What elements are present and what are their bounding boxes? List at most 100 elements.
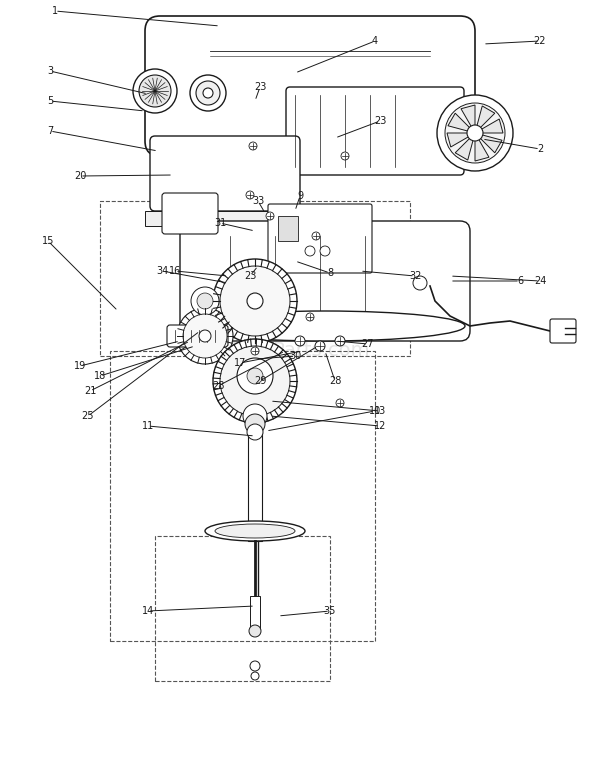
Text: 24: 24: [534, 276, 546, 286]
Text: 34: 34: [156, 266, 168, 276]
Circle shape: [237, 358, 273, 394]
Text: 20: 20: [74, 171, 86, 181]
FancyBboxPatch shape: [180, 221, 470, 341]
Text: 23: 23: [374, 116, 386, 126]
Bar: [278, 216, 298, 241]
Text: 1: 1: [52, 6, 58, 16]
Polygon shape: [447, 133, 471, 147]
Text: 8: 8: [327, 268, 333, 278]
Text: 32: 32: [409, 271, 421, 281]
Polygon shape: [145, 211, 310, 226]
Circle shape: [183, 314, 227, 358]
Text: 30: 30: [289, 351, 301, 361]
Text: 28: 28: [329, 376, 341, 386]
Circle shape: [266, 212, 274, 220]
Text: 6: 6: [517, 276, 523, 286]
Text: 22: 22: [534, 36, 546, 46]
Circle shape: [305, 246, 315, 256]
Text: 13: 13: [374, 406, 386, 416]
FancyBboxPatch shape: [150, 136, 300, 211]
Text: 35: 35: [324, 606, 336, 616]
FancyBboxPatch shape: [550, 319, 576, 343]
Polygon shape: [448, 113, 471, 132]
Circle shape: [191, 287, 219, 315]
Text: 23: 23: [254, 82, 266, 92]
Polygon shape: [475, 137, 489, 161]
Circle shape: [139, 75, 171, 107]
Circle shape: [320, 246, 330, 256]
Text: 4: 4: [372, 36, 378, 46]
Polygon shape: [455, 136, 474, 160]
Circle shape: [250, 661, 260, 671]
Circle shape: [306, 313, 314, 321]
Text: 2: 2: [537, 144, 543, 154]
Circle shape: [437, 95, 513, 171]
Circle shape: [190, 75, 226, 111]
Bar: [250, 596, 260, 631]
Circle shape: [245, 414, 265, 434]
Circle shape: [213, 339, 297, 423]
Text: 18: 18: [94, 371, 106, 381]
Text: 10: 10: [369, 406, 381, 416]
Ellipse shape: [215, 524, 295, 538]
Polygon shape: [478, 134, 502, 153]
Text: eBestParts.com: eBestParts.com: [219, 342, 371, 361]
FancyBboxPatch shape: [162, 193, 218, 234]
Circle shape: [133, 69, 177, 113]
Text: 9: 9: [297, 191, 303, 201]
Bar: [110, 351, 375, 641]
Circle shape: [199, 330, 211, 342]
Polygon shape: [461, 105, 475, 129]
Circle shape: [312, 232, 320, 240]
Circle shape: [213, 259, 297, 343]
Circle shape: [177, 308, 233, 364]
Text: 11: 11: [142, 421, 154, 431]
Circle shape: [341, 152, 349, 160]
Circle shape: [251, 672, 259, 680]
Text: 29: 29: [254, 376, 266, 386]
Circle shape: [243, 404, 267, 428]
Circle shape: [251, 347, 259, 355]
Text: 15: 15: [42, 236, 54, 246]
Text: 27: 27: [362, 339, 374, 349]
Circle shape: [315, 341, 325, 351]
Text: 21: 21: [84, 386, 96, 396]
Circle shape: [413, 276, 427, 290]
Text: 16: 16: [169, 266, 181, 276]
Circle shape: [336, 399, 344, 407]
Circle shape: [295, 336, 305, 346]
FancyBboxPatch shape: [167, 325, 228, 347]
FancyBboxPatch shape: [145, 16, 475, 156]
Text: 33: 33: [252, 196, 264, 206]
FancyBboxPatch shape: [286, 87, 464, 175]
Circle shape: [249, 142, 257, 150]
Text: 25: 25: [82, 411, 94, 421]
Text: 7: 7: [47, 126, 53, 136]
Bar: [248, 411, 262, 541]
Circle shape: [247, 293, 263, 309]
Polygon shape: [476, 106, 495, 130]
Text: 23: 23: [244, 271, 256, 281]
Text: 12: 12: [374, 421, 386, 431]
Ellipse shape: [185, 311, 465, 341]
Text: 3: 3: [47, 66, 53, 76]
Circle shape: [247, 368, 263, 384]
Circle shape: [203, 88, 213, 98]
FancyBboxPatch shape: [268, 204, 372, 273]
Circle shape: [249, 625, 261, 637]
Circle shape: [220, 346, 290, 416]
Text: 31: 31: [214, 218, 226, 228]
Ellipse shape: [205, 521, 305, 541]
Text: 17: 17: [234, 358, 246, 368]
Circle shape: [467, 125, 483, 141]
Text: 5: 5: [47, 96, 53, 106]
Circle shape: [197, 293, 213, 309]
Circle shape: [335, 336, 345, 346]
Circle shape: [196, 81, 220, 105]
Bar: [100, 201, 410, 356]
Circle shape: [246, 191, 254, 199]
Text: 14: 14: [142, 606, 154, 616]
Text: 28: 28: [212, 381, 224, 391]
Circle shape: [220, 266, 290, 336]
Text: 19: 19: [74, 361, 86, 371]
